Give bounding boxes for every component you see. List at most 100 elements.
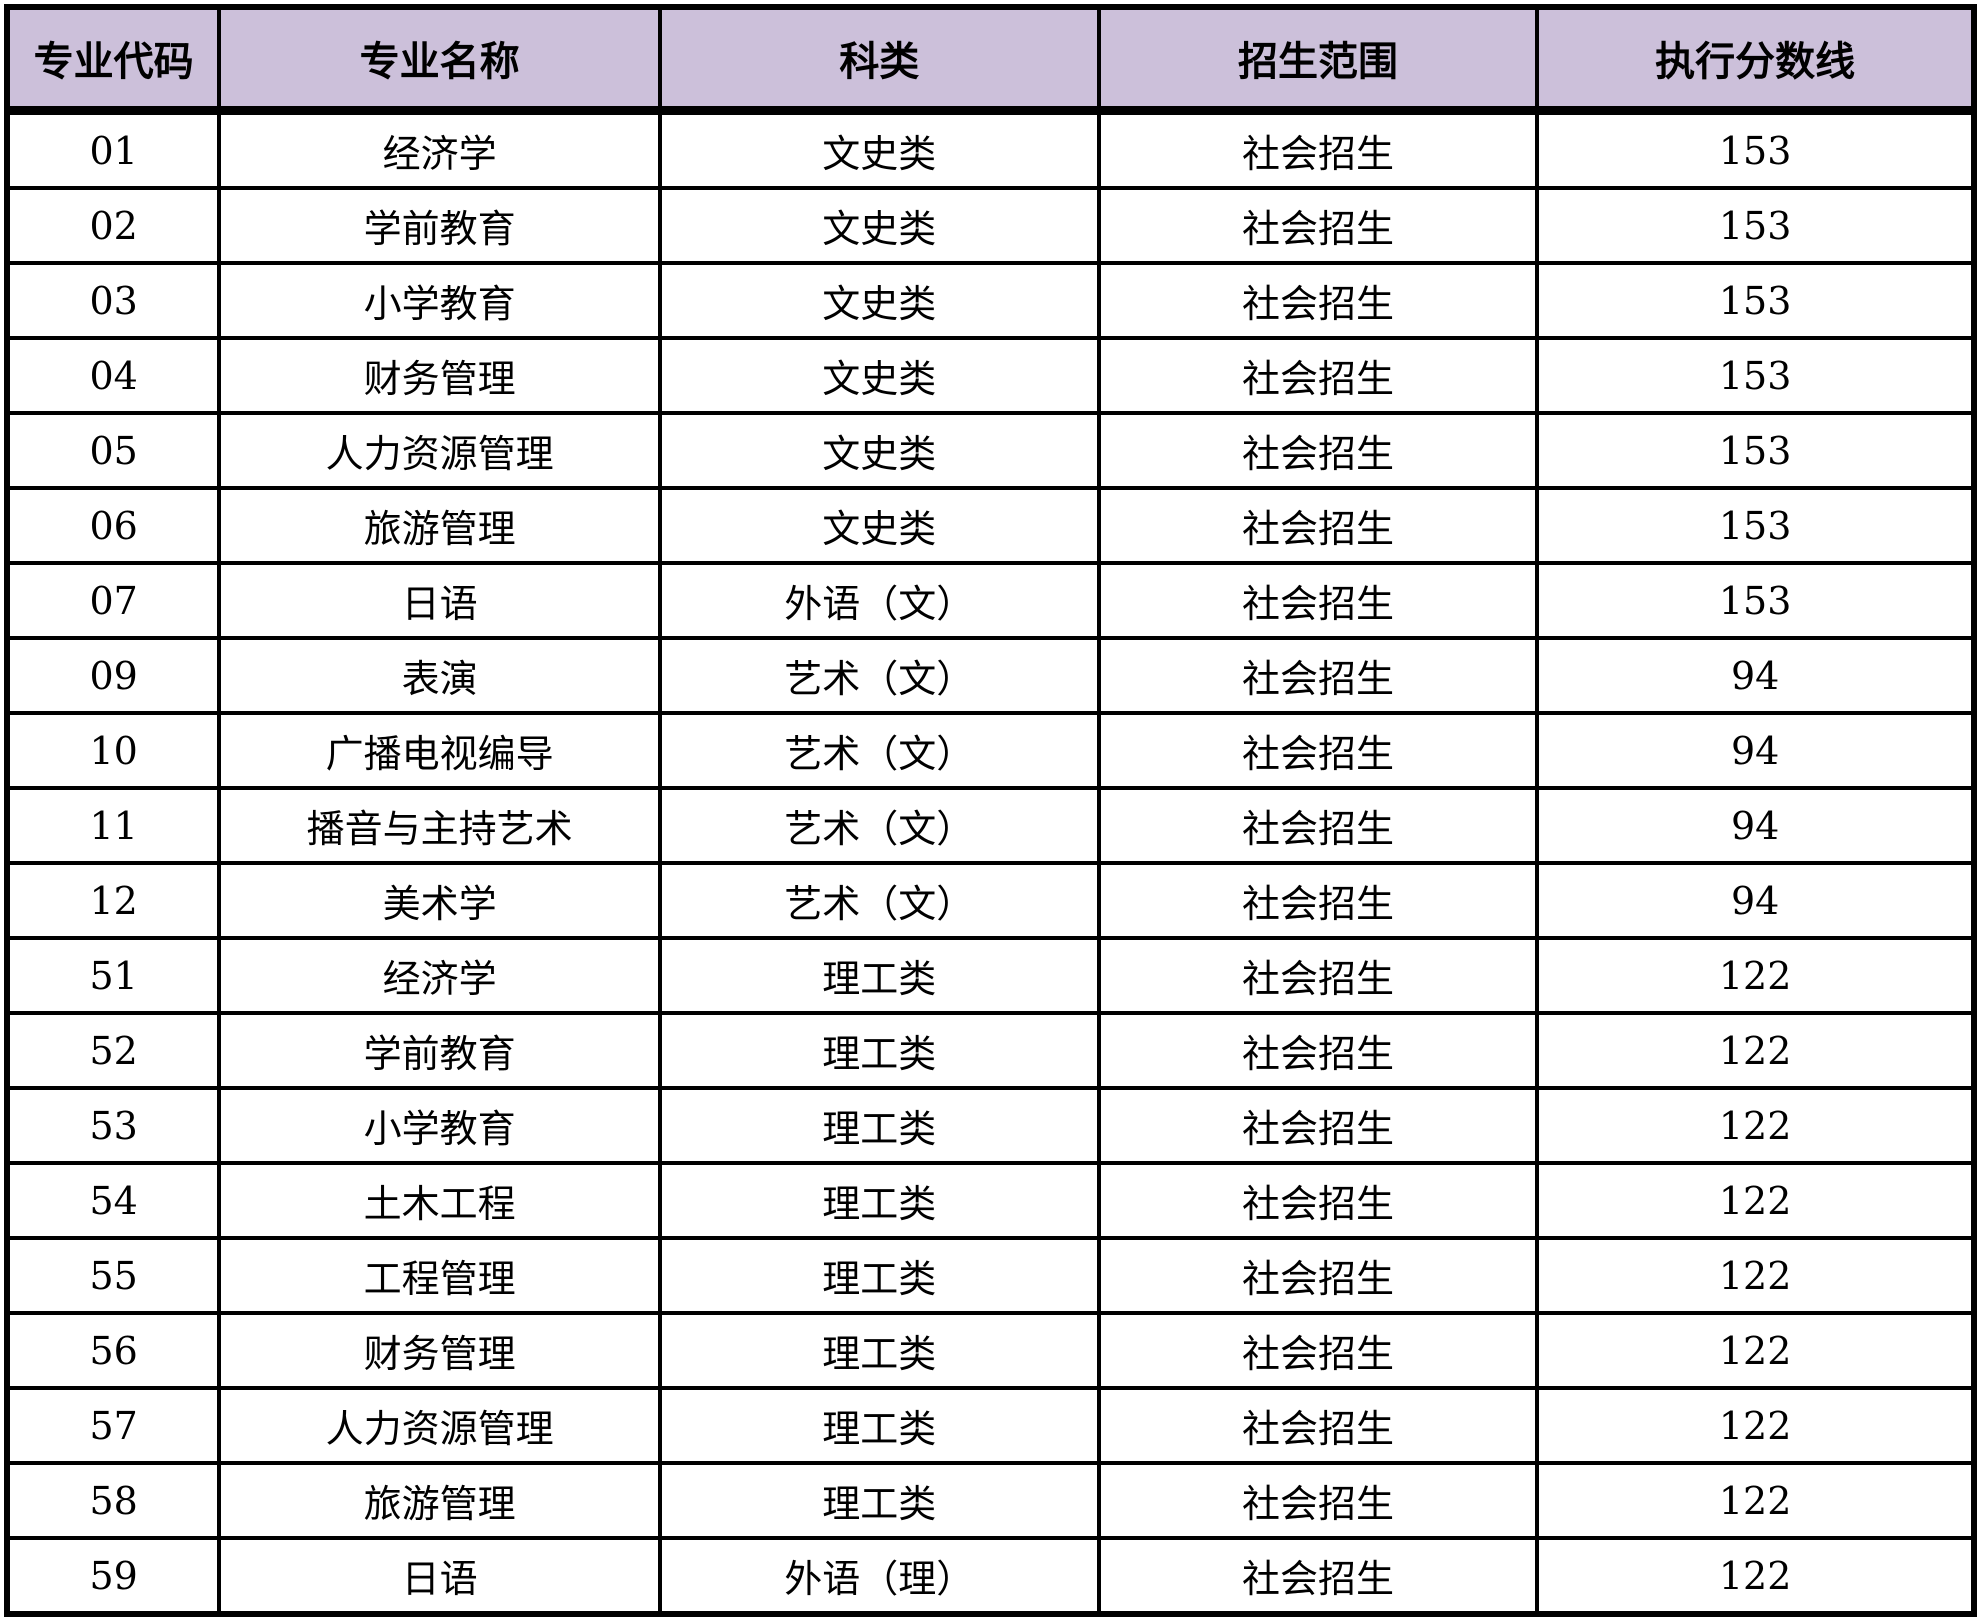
cell-score-line: 122 xyxy=(1535,936,1976,1015)
cell-major-name: 旅游管理 xyxy=(217,486,662,565)
cell-score-line: 94 xyxy=(1535,711,1976,790)
cell-major-name: 土木工程 xyxy=(217,1161,662,1240)
cell-major-name: 经济学 xyxy=(217,108,662,190)
cell-category: 理工类 xyxy=(657,936,1101,1015)
table-row: 06 旅游管理 文史类 社会招生 153 xyxy=(4,486,1976,565)
cell-major-code: 56 xyxy=(4,1311,222,1390)
cell-enrollment-scope: 社会招生 xyxy=(1096,336,1540,415)
header-category: 科类 xyxy=(657,5,1101,115)
cell-enrollment-scope: 社会招生 xyxy=(1096,108,1540,190)
cell-major-name: 工程管理 xyxy=(217,1236,662,1315)
cell-enrollment-scope: 社会招生 xyxy=(1096,1311,1540,1390)
cell-category: 艺术（文） xyxy=(657,786,1101,865)
cell-category: 文史类 xyxy=(657,411,1101,490)
cell-major-code: 04 xyxy=(4,336,222,415)
cell-category: 理工类 xyxy=(657,1311,1101,1390)
cell-score-line: 122 xyxy=(1535,1386,1976,1465)
cell-category: 外语（文） xyxy=(657,561,1101,640)
cell-major-name: 日语 xyxy=(217,561,662,640)
cell-major-name: 广播电视编导 xyxy=(217,711,662,790)
cell-major-code: 52 xyxy=(4,1011,222,1090)
table-row: 07 日语 外语（文） 社会招生 153 xyxy=(4,561,1976,640)
table-row: 52 学前教育 理工类 社会招生 122 xyxy=(4,1011,1976,1090)
table-row: 51 经济学 理工类 社会招生 122 xyxy=(4,936,1976,1015)
table-row: 54 土木工程 理工类 社会招生 122 xyxy=(4,1161,1976,1240)
table-row: 05 人力资源管理 文史类 社会招生 153 xyxy=(4,411,1976,490)
cell-score-line: 153 xyxy=(1535,561,1976,640)
cell-major-name: 学前教育 xyxy=(217,186,662,265)
cell-category: 艺术（文） xyxy=(657,861,1101,940)
cell-major-code: 05 xyxy=(4,411,222,490)
cell-major-name: 财务管理 xyxy=(217,1311,662,1390)
cell-major-code: 06 xyxy=(4,486,222,565)
cell-score-line: 122 xyxy=(1535,1161,1976,1240)
cell-major-code: 54 xyxy=(4,1161,222,1240)
cell-major-name: 小学教育 xyxy=(217,1086,662,1165)
table-row: 58 旅游管理 理工类 社会招生 122 xyxy=(4,1461,1976,1540)
admission-score-table: 专业代码 专业名称 科类 招生范围 执行分数线 01 经济学 文史类 社会招生 153 0… xyxy=(4,4,1977,1617)
header-row: 专业代码 专业名称 科类 招生范围 执行分数线 xyxy=(4,5,1976,115)
table-row: 11 播音与主持艺术 艺术（文） 社会招生 94 xyxy=(4,786,1976,865)
cell-category: 文史类 xyxy=(657,261,1101,340)
cell-category: 外语（理） xyxy=(657,1536,1101,1616)
cell-score-line: 153 xyxy=(1535,261,1976,340)
cell-major-name: 人力资源管理 xyxy=(217,411,662,490)
cell-category: 理工类 xyxy=(657,1011,1101,1090)
cell-major-name: 播音与主持艺术 xyxy=(217,786,662,865)
cell-major-code: 02 xyxy=(4,186,222,265)
cell-major-code: 07 xyxy=(4,561,222,640)
cell-major-code: 51 xyxy=(4,936,222,1015)
table-row: 03 小学教育 文史类 社会招生 153 xyxy=(4,261,1976,340)
cell-score-line: 153 xyxy=(1535,411,1976,490)
cell-enrollment-scope: 社会招生 xyxy=(1096,1086,1540,1165)
cell-category: 文史类 xyxy=(657,336,1101,415)
cell-major-name: 学前教育 xyxy=(217,1011,662,1090)
cell-category: 艺术（文） xyxy=(657,636,1101,715)
cell-major-code: 12 xyxy=(4,861,222,940)
cell-score-line: 122 xyxy=(1535,1461,1976,1540)
cell-enrollment-scope: 社会招生 xyxy=(1096,786,1540,865)
cell-major-name: 经济学 xyxy=(217,936,662,1015)
cell-category: 文史类 xyxy=(657,108,1101,190)
cell-major-name: 财务管理 xyxy=(217,336,662,415)
table-row: 01 经济学 文史类 社会招生 153 xyxy=(4,108,1976,190)
cell-category: 理工类 xyxy=(657,1236,1101,1315)
table-row: 55 工程管理 理工类 社会招生 122 xyxy=(4,1236,1976,1315)
cell-enrollment-scope: 社会招生 xyxy=(1096,411,1540,490)
cell-enrollment-scope: 社会招生 xyxy=(1096,1161,1540,1240)
cell-score-line: 122 xyxy=(1535,1311,1976,1390)
cell-major-name: 旅游管理 xyxy=(217,1461,662,1540)
cell-major-name: 人力资源管理 xyxy=(217,1386,662,1465)
cell-major-code: 55 xyxy=(4,1236,222,1315)
cell-enrollment-scope: 社会招生 xyxy=(1096,636,1540,715)
cell-score-line: 94 xyxy=(1535,786,1976,865)
cell-enrollment-scope: 社会招生 xyxy=(1096,711,1540,790)
cell-enrollment-scope: 社会招生 xyxy=(1096,1386,1540,1465)
cell-major-name: 美术学 xyxy=(217,861,662,940)
header-score-line: 执行分数线 xyxy=(1535,5,1976,115)
header-enrollment-scope: 招生范围 xyxy=(1096,5,1540,115)
table-row: 09 表演 艺术（文） 社会招生 94 xyxy=(4,636,1976,715)
cell-score-line: 153 xyxy=(1535,186,1976,265)
cell-category: 文史类 xyxy=(657,486,1101,565)
cell-enrollment-scope: 社会招生 xyxy=(1096,936,1540,1015)
cell-enrollment-scope: 社会招生 xyxy=(1096,561,1540,640)
cell-score-line: 153 xyxy=(1535,486,1976,565)
cell-score-line: 94 xyxy=(1535,636,1976,715)
cell-category: 理工类 xyxy=(657,1086,1101,1165)
cell-enrollment-scope: 社会招生 xyxy=(1096,1536,1540,1616)
cell-category: 理工类 xyxy=(657,1386,1101,1465)
cell-score-line: 153 xyxy=(1535,108,1976,190)
cell-major-code: 09 xyxy=(4,636,222,715)
cell-major-code: 11 xyxy=(4,786,222,865)
table-row: 10 广播电视编导 艺术（文） 社会招生 94 xyxy=(4,711,1976,790)
table-row: 59 日语 外语（理） 社会招生 122 xyxy=(4,1536,1976,1616)
cell-enrollment-scope: 社会招生 xyxy=(1096,261,1540,340)
header-major-name: 专业名称 xyxy=(217,5,662,115)
cell-major-code: 59 xyxy=(4,1536,222,1616)
cell-category: 理工类 xyxy=(657,1161,1101,1240)
table-row: 02 学前教育 文史类 社会招生 153 xyxy=(4,186,1976,265)
cell-score-line: 122 xyxy=(1535,1011,1976,1090)
cell-major-name: 日语 xyxy=(217,1536,662,1616)
cell-enrollment-scope: 社会招生 xyxy=(1096,1461,1540,1540)
